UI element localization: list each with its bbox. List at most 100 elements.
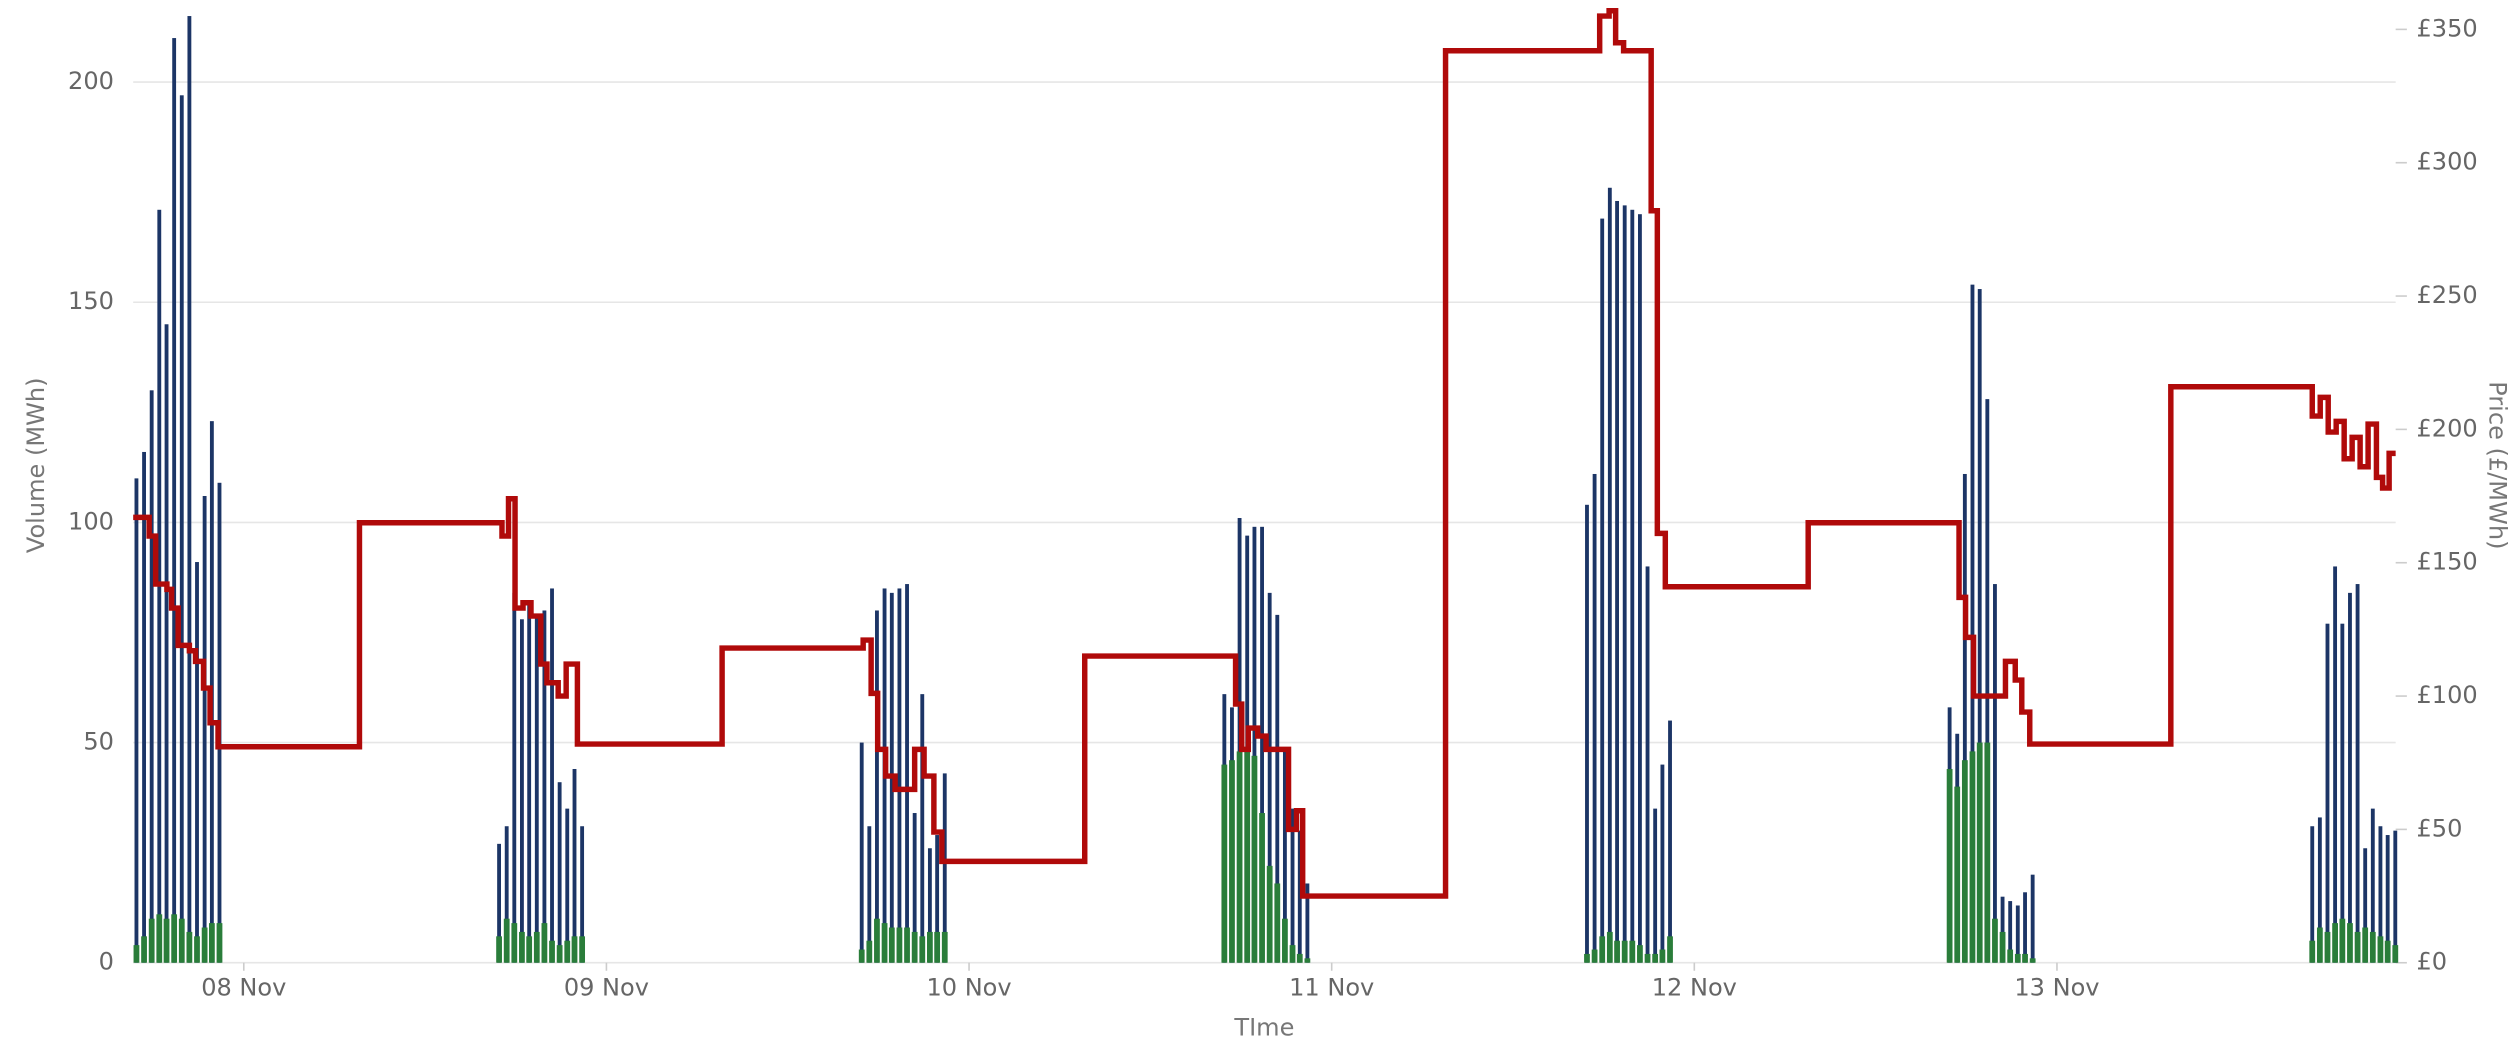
bar bbox=[496, 936, 502, 963]
y2-tick-label: £150 bbox=[2417, 548, 2478, 576]
bar bbox=[208, 923, 215, 963]
bar bbox=[2316, 927, 2323, 963]
bar bbox=[1961, 760, 1968, 963]
bar bbox=[2317, 817, 2322, 963]
bar bbox=[858, 949, 865, 963]
bar bbox=[2023, 892, 2027, 963]
bar bbox=[2000, 896, 2005, 963]
bar bbox=[2310, 826, 2315, 963]
bar bbox=[541, 923, 548, 963]
bar bbox=[2369, 931, 2376, 963]
bar bbox=[2014, 953, 2021, 963]
bar bbox=[1592, 473, 1597, 963]
labels: 0 50 100 150 200 £0 £50 £100 £150 £200 £250 £300 £35… bbox=[68, 14, 2478, 1001]
y-tick-label: 200 bbox=[68, 67, 114, 95]
bar bbox=[202, 495, 207, 963]
bars bbox=[133, 16, 2399, 963]
bar bbox=[172, 38, 177, 963]
bar bbox=[1615, 200, 1620, 963]
y2-tick-label: £0 bbox=[2417, 948, 2448, 976]
bar bbox=[1946, 768, 1953, 963]
y-tick-label: 50 bbox=[83, 728, 114, 756]
bar bbox=[1585, 504, 1589, 963]
bar bbox=[2008, 901, 2013, 963]
bar bbox=[579, 936, 586, 963]
bar bbox=[2339, 918, 2346, 963]
bar bbox=[504, 826, 509, 963]
bar bbox=[1621, 940, 1628, 963]
bar bbox=[1606, 931, 1613, 963]
lines bbox=[133, 7, 2396, 899]
bar bbox=[526, 936, 533, 963]
bar bbox=[1614, 940, 1620, 963]
bar bbox=[216, 923, 223, 963]
bar bbox=[156, 914, 163, 963]
bar bbox=[1289, 945, 1296, 963]
y2-axis-title: Price (£/MWh) bbox=[2484, 381, 2512, 549]
bar bbox=[1251, 755, 1258, 963]
bar bbox=[919, 936, 926, 963]
bar bbox=[1659, 949, 1666, 963]
bar bbox=[134, 478, 139, 963]
bar bbox=[912, 813, 917, 963]
bar bbox=[512, 592, 517, 963]
bar bbox=[1290, 808, 1295, 963]
bar bbox=[1274, 883, 1281, 963]
bar bbox=[1260, 526, 1264, 963]
bar bbox=[148, 918, 155, 963]
bar bbox=[905, 584, 909, 963]
bar bbox=[2348, 592, 2352, 963]
bar bbox=[2363, 848, 2368, 963]
bar bbox=[564, 940, 571, 963]
bar bbox=[519, 931, 525, 963]
y2-tick-label: £250 bbox=[2417, 281, 2478, 309]
bar bbox=[1275, 614, 1280, 963]
bar bbox=[1984, 742, 1991, 963]
bar bbox=[866, 940, 873, 963]
bar bbox=[549, 940, 555, 963]
bar bbox=[2370, 808, 2375, 963]
bar bbox=[875, 610, 879, 963]
bar bbox=[195, 562, 199, 963]
bar bbox=[874, 918, 880, 963]
y-tick-label: 100 bbox=[68, 507, 114, 535]
bar bbox=[503, 918, 510, 963]
bar bbox=[556, 945, 563, 963]
bar bbox=[1622, 205, 1627, 963]
bar bbox=[2355, 584, 2360, 963]
x-tick-label: 08 Nov bbox=[201, 973, 286, 1001]
bar bbox=[141, 936, 147, 963]
bar bbox=[927, 931, 933, 963]
bar bbox=[557, 782, 562, 963]
bar bbox=[904, 927, 910, 963]
bar bbox=[2340, 623, 2345, 963]
bar bbox=[2378, 826, 2383, 963]
y2-tick-label: £50 bbox=[2417, 814, 2463, 842]
bar bbox=[897, 588, 902, 963]
bar bbox=[511, 923, 518, 963]
bar bbox=[942, 773, 947, 963]
bar bbox=[1259, 813, 1265, 963]
bar bbox=[2332, 923, 2338, 963]
bar bbox=[859, 742, 864, 963]
bar bbox=[572, 768, 577, 963]
bar bbox=[2385, 835, 2390, 963]
x-tick-label: 12 Nov bbox=[1652, 973, 1737, 1001]
bar bbox=[550, 588, 554, 963]
bar bbox=[1221, 764, 1228, 963]
bar bbox=[1976, 742, 1983, 963]
bar bbox=[867, 826, 872, 963]
bar bbox=[1297, 830, 1302, 963]
bar bbox=[164, 324, 169, 963]
bar bbox=[1600, 218, 1605, 963]
bar bbox=[565, 808, 570, 963]
bar bbox=[1252, 526, 1257, 963]
bar bbox=[1660, 764, 1665, 963]
bar bbox=[911, 931, 918, 963]
bar bbox=[519, 619, 524, 963]
bar bbox=[1266, 865, 1273, 963]
bar bbox=[1282, 918, 1288, 963]
bar bbox=[1267, 592, 1272, 963]
